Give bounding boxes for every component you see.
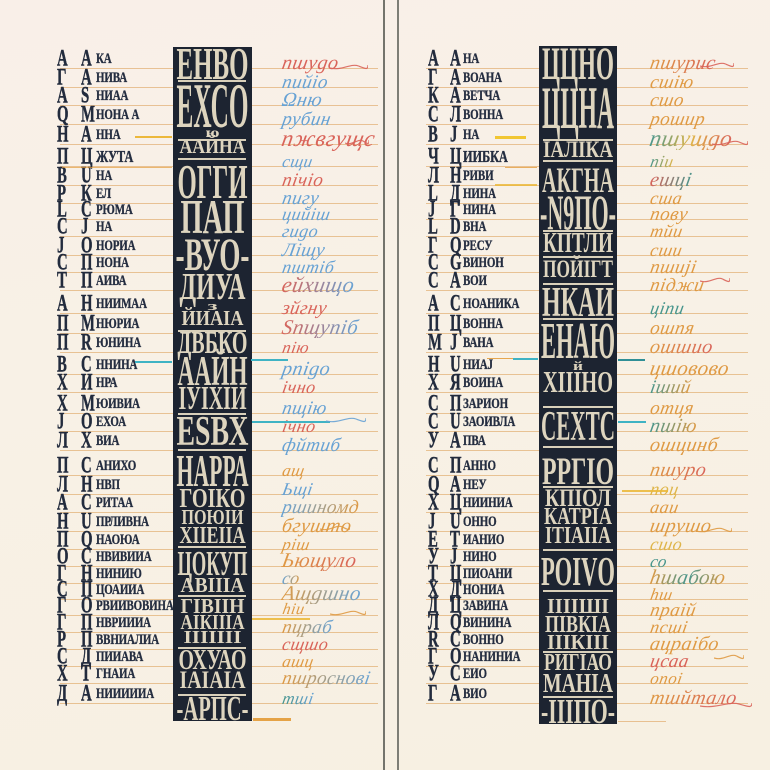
svg-text:РРГІО: РРГІО	[542, 449, 614, 493]
svg-text:АВІІІА: АВІІІА	[181, 573, 246, 597]
svg-text:й: й	[573, 359, 583, 373]
svg-text:ХІІЕІІА: ХІІЕІІА	[180, 522, 246, 549]
svg-text:АІКІІІА: АІКІІІА	[181, 610, 246, 634]
svg-text:ЕНАЮ: ЕНАЮ	[541, 313, 615, 370]
svg-text:ІІІКІІІ: ІІІКІІІ	[547, 630, 609, 654]
svg-text:ПОЮІИ: ПОЮІИ	[182, 505, 244, 529]
svg-text:ІІІІІІІ: ІІІІІІІ	[184, 627, 242, 647]
svg-text:-ВУО-: -ВУО-	[176, 229, 250, 281]
svg-text:ГОІКО: ГОІКО	[180, 483, 246, 513]
svg-text:ю: ю	[206, 125, 220, 140]
svg-text:КАТРІА: КАТРІА	[544, 503, 612, 530]
svg-text:ІАІАІА: ІАІАІА	[180, 665, 246, 694]
svg-text:ХІІІНО: ХІІІНО	[543, 365, 613, 399]
svg-text:ПОЙІГТ: ПОЙІГТ	[543, 254, 613, 283]
svg-text:ІУІХІИ: ІУІХІИ	[179, 380, 247, 417]
svg-text:ЦЦНА: ЦЦНА	[542, 75, 614, 142]
svg-text:ІТІАІІА: ІТІАІІА	[545, 522, 611, 549]
svg-text:ОХУАО: ОХУАО	[179, 644, 247, 676]
svg-text:ЦОКУП: ЦОКУП	[178, 544, 248, 583]
svg-text:ОГГИ: ОГГИ	[178, 156, 248, 209]
svg-text:ПІВКІА: ПІВКІА	[545, 611, 611, 638]
svg-text:СЕХТС: СЕХТС	[541, 403, 615, 450]
svg-text:НАРРА: НАРРА	[177, 445, 249, 496]
svg-text:ІАЛІКА: ІАЛІКА	[543, 137, 614, 162]
svg-text:АКГНА: АКГНА	[542, 160, 614, 200]
svg-text:ГІВІІН: ГІВІІН	[181, 594, 245, 618]
svg-text:МАНІА: МАНІА	[543, 668, 613, 698]
svg-text:ДИУА: ДИУА	[180, 266, 246, 308]
svg-text:ЕSВХ: ЕSВХ	[177, 408, 249, 455]
svg-text:ЦЦНО: ЦЦНО	[542, 38, 614, 90]
svg-text:КПТЛИ: КПТЛИ	[543, 227, 613, 259]
svg-text:ААЙНА: ААЙНА	[180, 134, 247, 158]
svg-text:-ІІІПО-: -ІІІПО-	[541, 692, 615, 731]
svg-text:ПАП: ПАП	[181, 191, 245, 244]
svg-text:РИГІАО: РИГІАО	[544, 649, 612, 676]
svg-text:ЙИАІА: ЙИАІА	[182, 306, 245, 330]
svg-text:ААЙН: ААЙН	[178, 348, 248, 395]
svg-text:РОІVО: РОІVО	[541, 549, 615, 594]
svg-text:ІІІІШІ: ІІІІШІ	[547, 594, 609, 618]
svg-text:з: з	[208, 299, 218, 313]
